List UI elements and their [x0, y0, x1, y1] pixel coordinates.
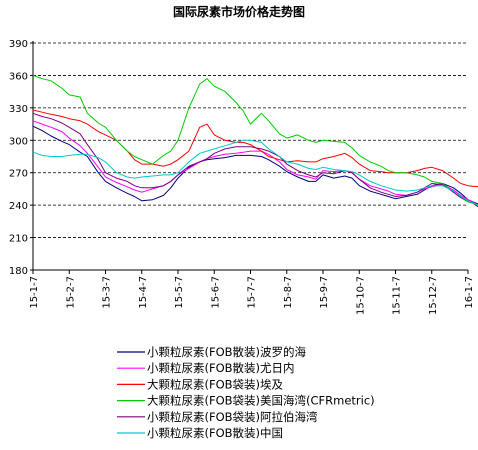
- series-line-5: [32, 112, 478, 205]
- series-line-6: [32, 139, 478, 206]
- x-tick-label: 15-1-7: [29, 276, 40, 309]
- y-tick-label: 240: [9, 201, 28, 212]
- y-tick-label: 300: [9, 136, 28, 147]
- y-tick-label: 390: [9, 39, 28, 50]
- y-tick-label: 330: [9, 104, 28, 115]
- legend: 小颗粒尿素(FOB散装)波罗的海小颗粒尿素(FOB散装)尤日内大颗粒尿素(FOB…: [117, 345, 375, 440]
- legend-label-1: 小颗粒尿素(FOB散装)波罗的海: [147, 345, 307, 359]
- x-tick-label: 15-5-7: [174, 276, 185, 309]
- x-tick-label: 15-3-7: [102, 276, 113, 309]
- series-line-3: [32, 109, 478, 188]
- chart-title: 国际尿素市场价格走势图: [173, 4, 305, 19]
- x-tick-label: 15-12-7: [428, 276, 439, 315]
- legend-label-3: 大颗粒尿素(FOB袋装)埃及: [147, 377, 284, 391]
- y-tick-label: 360: [9, 71, 28, 82]
- series-lines: [32, 74, 478, 208]
- x-tick-label: 15-8-7: [283, 276, 294, 309]
- x-tick-label: 15-4-7: [138, 276, 149, 309]
- x-tick-labels: 15-1-7 15-2-7 15-3-7 15-4-7 15-5-7 15-6-7 15-7…: [29, 270, 475, 315]
- y-tick-label: 270: [9, 169, 28, 180]
- legend-label-4: 大颗粒尿素(FOB袋装)美国海湾(CFRmetric): [147, 394, 375, 408]
- y-tick-label: 210: [9, 234, 28, 245]
- x-tick-label: 16-1-7: [464, 276, 475, 309]
- series-line-2: [32, 120, 478, 205]
- legend-label-5: 小颗粒尿素(FOB袋装)阿拉伯海湾: [147, 410, 318, 424]
- y-tick-label: 180: [9, 266, 28, 277]
- legend-label-2: 小颗粒尿素(FOB散装)尤日内: [147, 361, 295, 375]
- x-tick-label: 15-7-7: [247, 276, 258, 309]
- legend-label-6: 小颗粒尿素(FOB散装)中国: [147, 426, 283, 440]
- y-tick-labels: 180 210 240 270 300 330 360 390: [9, 39, 33, 277]
- x-tick-label: 15-6-7: [210, 276, 221, 309]
- series-line-4: [32, 74, 478, 206]
- x-tick-label: 15-11-7: [392, 276, 403, 315]
- x-tick-label: 15-10-7: [355, 276, 366, 315]
- x-tick-label: 15-2-7: [65, 276, 76, 309]
- x-tick-label: 15-9-7: [319, 276, 330, 309]
